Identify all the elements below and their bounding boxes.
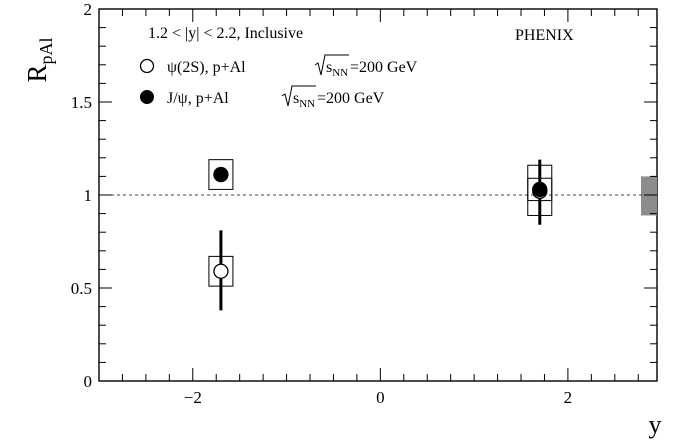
y-axis-title-main: R	[22, 64, 52, 82]
global-uncertainty-band	[641, 176, 657, 216]
jpsi-point	[213, 166, 229, 183]
y-tick-label: 1	[84, 186, 93, 205]
sqrt-sign-icon	[314, 54, 349, 76]
x-tick-label: 0	[376, 388, 385, 407]
sqrt-s-nn-label: sNN	[293, 90, 315, 110]
experiment-label: PHENIX	[515, 27, 574, 44]
legend-entry-jpsi: J/ψ, p+Al	[167, 90, 229, 107]
legend-marker-filled-circle	[140, 90, 154, 104]
legend-entry-psi2s: ψ(2S), p+Al	[167, 59, 246, 76]
legend-entry-jpsi-name: J/ψ, p+Al	[167, 90, 229, 107]
legend-energy-psi2s: =200 GeV	[350, 59, 418, 76]
sqrt-s-nn-label: sNN	[326, 59, 348, 79]
data-marks	[208, 159, 553, 311]
sqrt-sign-icon	[281, 85, 316, 107]
legend-sqrt-jpsi: sNN	[281, 85, 316, 110]
x-tick-label: −2	[184, 388, 202, 407]
axis-ticks	[98, 8, 657, 382]
x-tick-label: 2	[564, 388, 573, 407]
legend: ψ(2S), p+Al sNN =200 GeV J/ψ, p+Al sNN =…	[139, 54, 418, 110]
rapidity-range-label: 1.2 < |y| < 2.2, Inclusive	[148, 25, 303, 42]
systematic-box	[208, 159, 234, 190]
y-tick-label: 0.5	[71, 279, 92, 298]
y-tick-label: 0	[84, 372, 93, 391]
legend-marker-open-circle	[139, 58, 155, 74]
legend-energy-jpsi: =200 GeV	[317, 90, 385, 107]
jpsi-point	[532, 181, 548, 198]
y-axis-title: RpAl	[22, 37, 56, 82]
y-tick-label: 1.5	[71, 93, 92, 112]
legend-sqrt-psi2s: sNN	[314, 54, 349, 79]
legend-entry-psi2s-name: ψ(2S), p+Al	[167, 59, 246, 76]
psi2s-point	[213, 263, 229, 279]
axis-tick-labels: 0 0.5 1 1.5 2 −2 0 2	[71, 0, 572, 407]
x-axis-title: y	[649, 410, 662, 439]
y-tick-label: 2	[84, 0, 93, 19]
y-axis-title-subscript: pAl	[36, 37, 56, 64]
